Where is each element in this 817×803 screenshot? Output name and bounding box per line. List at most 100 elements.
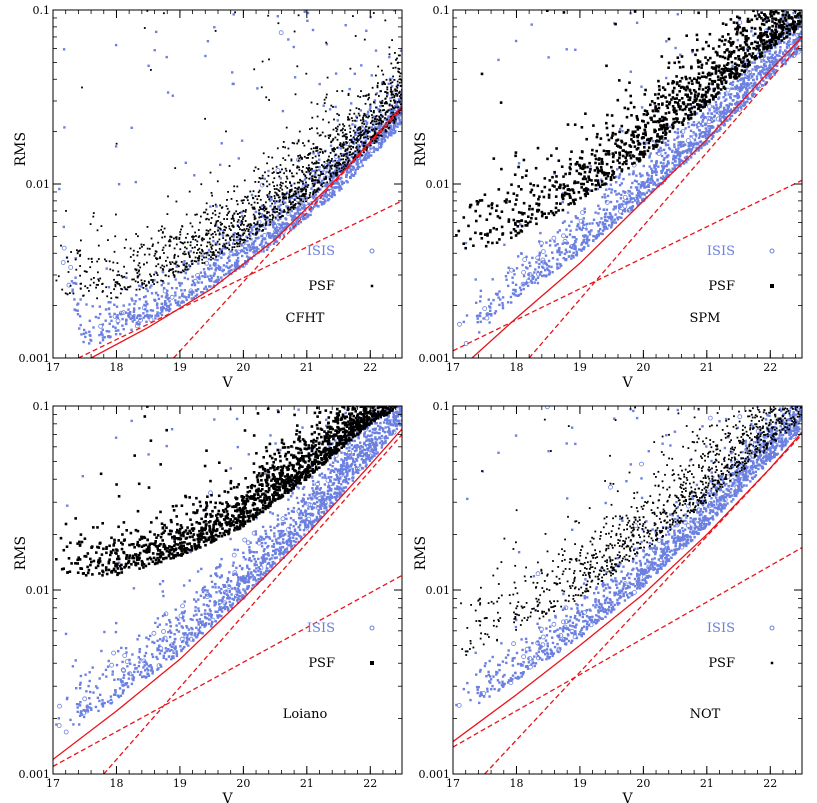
psf-point (357, 135, 359, 138)
isis-point (673, 143, 676, 146)
psf-point (255, 227, 257, 230)
psf-point (187, 253, 190, 255)
psf-point (212, 236, 215, 239)
psf-point (222, 231, 225, 234)
isis-point (607, 224, 611, 227)
psf-point (303, 144, 306, 147)
isis-point (231, 253, 235, 257)
psf-point (380, 135, 383, 137)
psf-point (309, 169, 312, 171)
psf-point (114, 285, 117, 288)
legend-isis-label: ISIS (307, 244, 335, 259)
isis-point (138, 314, 141, 317)
isis-point (221, 234, 225, 237)
isis-point (85, 303, 88, 306)
psf-point (578, 156, 582, 160)
isis-point (234, 249, 237, 252)
psf-point (79, 287, 82, 290)
psf-point (250, 224, 253, 227)
psf-point (721, 35, 724, 38)
psf-point (212, 251, 215, 254)
isis-point (489, 309, 492, 312)
isis-point (692, 124, 695, 127)
isis-point (746, 76, 749, 80)
isis-point (659, 176, 663, 180)
psf-point (294, 93, 297, 96)
psf-point (367, 98, 369, 101)
psf-point (311, 178, 314, 181)
psf-point (774, 25, 778, 28)
isis-point (78, 315, 82, 318)
isis-point (181, 294, 184, 298)
psf-point (123, 247, 126, 249)
isis-point (338, 177, 342, 180)
isis-point (657, 148, 660, 152)
psf-point (359, 119, 362, 122)
isis-point (746, 90, 749, 94)
psf-point (331, 148, 334, 150)
isis-point (269, 196, 272, 199)
psf-point (398, 68, 401, 70)
isis-point (779, 49, 782, 53)
psf-point (293, 190, 296, 193)
isis-point (318, 176, 321, 180)
psf-point (79, 249, 81, 252)
psf-point (254, 223, 257, 226)
isis-point (646, 171, 649, 175)
psf-point (105, 260, 108, 262)
psf-point (373, 139, 376, 142)
psf-point (211, 194, 213, 197)
isis-point (680, 129, 686, 135)
isis-point (761, 84, 765, 87)
isis-point (612, 208, 615, 211)
isis-point (386, 136, 389, 139)
isis-point (494, 292, 498, 296)
psf-point (394, 118, 397, 121)
isis-point (780, 61, 784, 64)
psf-point (274, 191, 277, 194)
isis-point (193, 174, 196, 177)
isis-point (377, 124, 381, 127)
psf-point (375, 106, 377, 109)
isis-point (514, 288, 517, 292)
isis-point (147, 316, 150, 320)
isis-point (771, 70, 774, 73)
psf-point (227, 234, 230, 237)
psf-point (160, 228, 162, 231)
isis-point (797, 33, 800, 36)
psf-point (307, 157, 309, 159)
psf-point (709, 73, 712, 77)
psf-point (583, 192, 587, 196)
psf-point (391, 96, 394, 99)
psf-point (178, 238, 181, 240)
isis-point (771, 53, 774, 57)
psf-point (381, 102, 384, 104)
isis-point (130, 126, 133, 129)
psf-point (780, 27, 783, 30)
psf-point (205, 234, 207, 236)
psf-point (113, 288, 115, 291)
psf-point (350, 117, 353, 119)
isis-point (281, 109, 285, 113)
isis-point (479, 311, 482, 315)
psf-point (277, 189, 280, 191)
psf-point (214, 233, 217, 236)
isis-point (209, 205, 212, 208)
psf-point (344, 129, 346, 131)
isis-point (682, 143, 686, 147)
psf-point (359, 137, 362, 140)
isis-point (716, 124, 720, 127)
isis-point (318, 168, 321, 172)
psf-point (101, 283, 103, 285)
psf-point (185, 262, 188, 265)
psf-point (112, 261, 115, 264)
psf-point (298, 181, 301, 184)
psf-point (756, 41, 759, 44)
psf-point (259, 225, 262, 228)
isis-point (72, 281, 75, 285)
isis-point (242, 247, 246, 250)
psf-point (321, 164, 323, 166)
psf-point (772, 12, 776, 16)
psf-point (243, 179, 246, 182)
isis-point (721, 116, 724, 119)
